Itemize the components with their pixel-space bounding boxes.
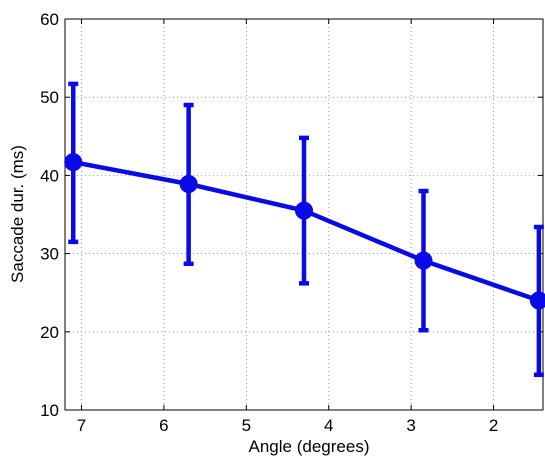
plot-frame: [64, 18, 544, 411]
ticks: 7 6 5 4 3 2 10 20 30 40 50 60: [40, 10, 543, 435]
x-tick-label: 2: [489, 416, 498, 435]
x-tick-label: 5: [242, 416, 251, 435]
y-axis-label: Saccade dur. (ms): [8, 145, 27, 283]
data-point: [295, 201, 313, 220]
x-tick-label: 3: [406, 416, 415, 435]
y-tick-label: 60: [40, 10, 59, 29]
series: [64, 81, 545, 378]
y-tick-label: 10: [40, 401, 59, 420]
data-point: [64, 153, 83, 172]
y-tick-label: 50: [40, 88, 59, 107]
y-tick-label: 20: [40, 323, 59, 342]
x-tick-label: 6: [159, 416, 168, 435]
y-tick-label: 30: [40, 245, 59, 264]
x-tick-label: 7: [77, 416, 86, 435]
y-tick-label: 40: [40, 166, 59, 185]
series-layer: [64, 81, 545, 378]
x-axis-label: Angle (degrees): [249, 437, 370, 456]
x-tick-label: 4: [324, 416, 333, 435]
data-point: [529, 291, 545, 310]
data-point: [414, 251, 433, 270]
data-point: [179, 175, 198, 194]
